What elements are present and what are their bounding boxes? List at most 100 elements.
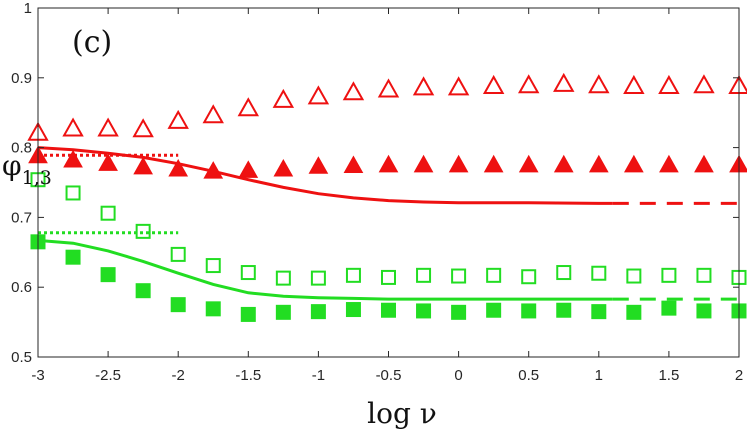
x-tick-label: -3 xyxy=(31,367,44,384)
open-squares-marker xyxy=(521,269,537,285)
filled-squares-marker xyxy=(451,304,467,320)
filled-squares-marker xyxy=(626,304,642,320)
y-tick-label: 0.6 xyxy=(11,279,32,296)
open-squares-marker xyxy=(275,270,291,286)
open-triangles-marker xyxy=(553,72,575,92)
x-tick-label: -2.5 xyxy=(95,367,121,384)
open-squares-marker xyxy=(205,258,221,274)
x-tick-label: 2 xyxy=(735,367,743,384)
filled-triangles-marker xyxy=(63,149,83,168)
open-triangles-marker xyxy=(412,76,435,96)
open-squares-marker xyxy=(591,265,607,281)
filled-squares-marker xyxy=(696,303,712,319)
filled-squares-marker xyxy=(100,267,116,283)
x-tick-label: 1 xyxy=(595,367,603,384)
filled-squares-marker xyxy=(240,306,256,322)
x-tick-label: 1.5 xyxy=(658,367,679,384)
filled-triangles-marker xyxy=(238,160,259,178)
open-squares-marker xyxy=(240,265,256,281)
open-triangles-marker xyxy=(307,85,330,105)
filled-triangles-marker xyxy=(168,158,189,177)
filled-squares-marker xyxy=(345,302,361,318)
x-tick-label: -0.5 xyxy=(376,367,402,384)
open-triangles-marker xyxy=(62,117,84,137)
y-axis-label-main: φ xyxy=(2,149,22,182)
markers-layer xyxy=(27,72,747,322)
y-tick-label: 0.5 xyxy=(11,349,32,366)
x-tick-label: -1 xyxy=(312,367,325,384)
filled-squares-marker xyxy=(521,303,537,319)
open-triangles-marker xyxy=(447,76,470,96)
open-squares-marker xyxy=(65,185,81,201)
ticks-layer: -3 -2.5 -2 -1.5 -1 -0.5 0 0.5 1 1.5 2 0.5 0.6 0.7 0.8 0… xyxy=(11,0,743,384)
open-squares-marker xyxy=(556,265,572,281)
open-squares-marker xyxy=(345,267,361,283)
y-tick-label: 0.8 xyxy=(11,140,32,157)
filled-triangles-marker xyxy=(98,153,118,171)
panel-label: (c) xyxy=(72,25,112,60)
filled-triangles-marker xyxy=(308,156,329,174)
filled-squares-marker xyxy=(661,300,677,316)
open-triangles-marker xyxy=(482,74,505,94)
open-squares-marker xyxy=(661,267,677,283)
red-solid-curve xyxy=(37,146,613,205)
open-triangles-marker xyxy=(202,104,224,124)
filled-squares-marker xyxy=(416,303,432,319)
open-triangles-marker xyxy=(272,88,295,108)
open-triangles-marker xyxy=(377,78,400,98)
x-tick-label: -2 xyxy=(172,367,185,384)
filled-squares-marker xyxy=(310,304,326,320)
y-axis-label: φ1,3 xyxy=(2,149,52,189)
open-triangles-marker xyxy=(517,74,540,94)
filled-triangles-marker xyxy=(133,156,154,175)
y-tick-label: 1 xyxy=(24,0,32,17)
filled-triangles-marker xyxy=(659,154,679,173)
filled-squares-marker xyxy=(556,302,572,318)
open-triangles-marker xyxy=(588,74,610,94)
open-squares-marker xyxy=(310,270,326,286)
filled-triangles-marker xyxy=(588,154,609,173)
open-squares-marker xyxy=(451,268,467,284)
filled-triangles-marker xyxy=(623,154,644,173)
filled-triangles-marker xyxy=(203,161,224,179)
filled-triangles-marker xyxy=(378,154,399,173)
open-triangles-marker xyxy=(342,81,365,101)
open-squares-marker xyxy=(416,267,432,283)
open-triangles-marker xyxy=(658,74,680,94)
open-triangles-marker xyxy=(693,74,715,94)
filled-triangles-marker xyxy=(343,155,364,174)
open-squares-marker xyxy=(626,268,642,284)
x-tick-label: 0 xyxy=(454,367,462,384)
open-triangles-marker xyxy=(237,97,260,117)
filled-squares-marker xyxy=(65,249,81,265)
open-triangles-marker xyxy=(97,117,119,137)
filled-squares-marker xyxy=(205,301,221,317)
filled-squares-marker xyxy=(486,302,502,318)
open-squares-marker xyxy=(135,223,151,239)
open-triangles-marker xyxy=(623,74,645,94)
filled-squares-marker xyxy=(381,302,396,318)
filled-triangles-marker xyxy=(694,154,714,173)
filled-squares-marker xyxy=(170,297,186,313)
filled-triangles-marker xyxy=(483,154,504,173)
filled-triangles-marker xyxy=(518,154,539,173)
x-tick-label: -1.5 xyxy=(235,367,261,384)
open-squares-marker xyxy=(696,267,712,283)
open-squares-marker xyxy=(381,269,396,285)
x-tick-label: 0.5 xyxy=(518,367,539,384)
open-squares-marker xyxy=(170,246,186,262)
open-triangles-marker xyxy=(132,118,154,138)
y-tick-label: 0.7 xyxy=(11,209,32,226)
lines-layer xyxy=(37,146,739,301)
filled-squares-marker xyxy=(591,304,607,320)
filled-triangles-marker xyxy=(273,158,294,177)
filled-squares-marker xyxy=(275,304,291,320)
green-solid-curve xyxy=(37,238,613,301)
filled-triangles-marker xyxy=(553,154,574,173)
open-triangles-marker xyxy=(167,109,189,129)
x-axis-label: log ν xyxy=(367,397,437,430)
filled-triangles-marker xyxy=(413,154,434,173)
open-squares-marker xyxy=(100,205,116,221)
filled-squares-marker xyxy=(135,283,151,299)
